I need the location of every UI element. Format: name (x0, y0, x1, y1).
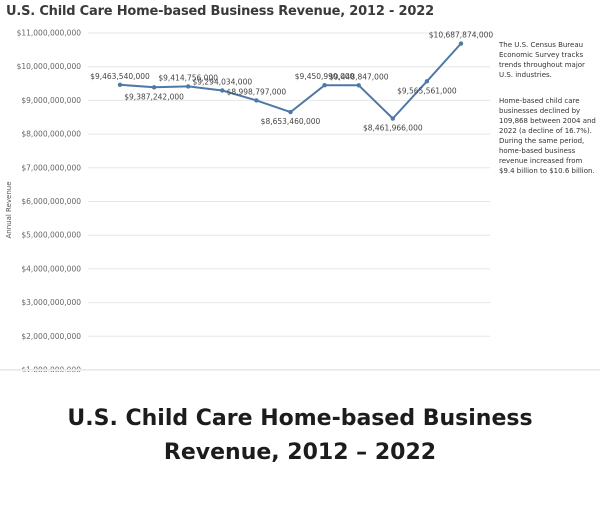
annotation-paragraph-2: Home-based child care businesses decline… (499, 97, 596, 175)
data-point (151, 85, 157, 90)
divider (0, 369, 600, 371)
y-tick-label: $11,000,000,000 (17, 29, 82, 38)
y-tick-label: $8,000,000,000 (21, 130, 81, 139)
data-label: $8,653,460,000 (261, 117, 321, 126)
data-labels: $9,463,540,000 $9,387,242,000 $9,414,756,0… (90, 31, 493, 133)
y-tick-label: $5,000,000,000 (21, 231, 81, 240)
data-point (254, 98, 259, 103)
caption-line-1: U.S. Child Care Home-based Business (67, 406, 533, 431)
data-point (117, 82, 123, 87)
data-label: $9,448,847,000 (329, 72, 389, 81)
data-label: $9,294,034,000 (192, 77, 252, 86)
y-tick-label: $2,000,000,000 (21, 332, 81, 341)
y-tick-label: $9,000,000,000 (21, 96, 81, 105)
y-axis-label: Annual Revenue (5, 181, 13, 238)
y-axis-tick-labels: $11,000,000,000 $10,000,000,000 $9,000,000… (17, 29, 82, 373)
caption: U.S. Child Care Home-based Business Reve… (0, 402, 600, 470)
data-point (424, 79, 430, 84)
data-point (322, 83, 327, 88)
gridlines (88, 32, 490, 371)
chart-title: U.S. Child Care Home-based Business Reve… (6, 4, 434, 19)
data-label: $9,565,561,000 (397, 86, 457, 95)
data-points (117, 41, 464, 121)
data-point (458, 41, 464, 46)
data-point (288, 109, 293, 115)
annotation-paragraph-1: The U.S. Census Bureau Economic Survey t… (499, 41, 585, 79)
y-tick-label: $10,000,000,000 (17, 62, 82, 71)
data-point (186, 84, 191, 89)
data-label: $9,387,242,000 (124, 92, 184, 101)
data-point (220, 88, 225, 93)
y-tick-label: $7,000,000,000 (21, 163, 81, 172)
data-label: $10,687,874,000 (429, 31, 494, 40)
data-label: $9,450,990,000 (295, 72, 355, 81)
data-point (356, 83, 361, 88)
data-label: $9,463,540,000 (90, 72, 150, 81)
y-tick-label: $6,000,000,000 (21, 197, 81, 206)
data-point (390, 116, 395, 121)
y-tick-label: $3,000,000,000 (21, 298, 81, 307)
data-label: $9,414,756,000 (158, 73, 218, 82)
caption-line-2: Revenue, 2012 – 2022 (163, 440, 437, 465)
data-label: $8,998,797,000 (227, 87, 287, 96)
y-tick-label: $4,000,000,000 (21, 264, 81, 273)
y-tick-label: $1,000,000,000 (21, 366, 81, 373)
data-label: $8,461,966,000 (363, 124, 423, 133)
